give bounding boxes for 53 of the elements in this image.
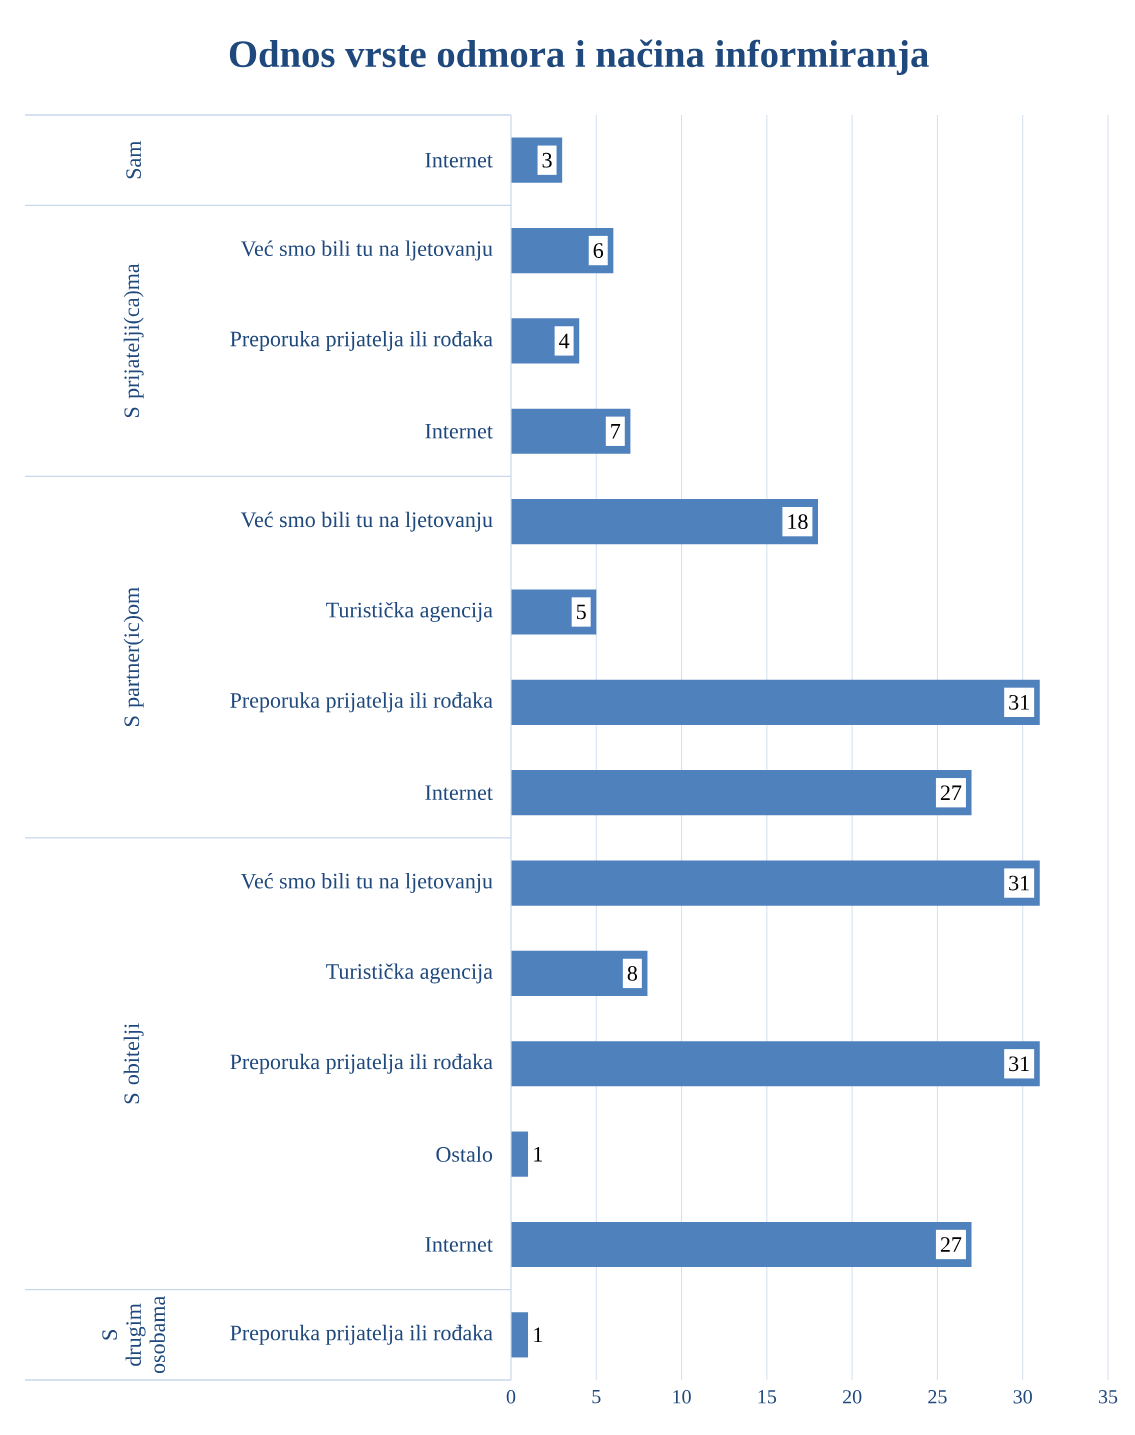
data-label: 1: [534, 1146, 542, 1162]
bar: [510, 1041, 1040, 1087]
y-tick-label: Preporuka prijatelja ili rođaka: [230, 1053, 493, 1074]
y-tick-label: Turistička agencija: [326, 963, 493, 984]
data-label: 1: [534, 1327, 542, 1343]
y-tick-label: Preporuka prijatelja ili rođaka: [230, 692, 493, 713]
text: S obitelji: [123, 1023, 144, 1104]
bar: [510, 227, 614, 274]
text: S partner(ic)om: [123, 587, 144, 726]
bar: [510, 1131, 529, 1177]
x-tick-label: 5: [592, 1390, 601, 1404]
y-tick-label: Internet: [425, 423, 493, 439]
data-label: 7: [611, 424, 621, 439]
y-tick-label: Internet: [425, 152, 493, 168]
y-tick-label: Već smo bili tu na ljetovanju: [240, 511, 493, 532]
y-tick-label: Već smo bili tu na ljetovanju: [240, 240, 493, 261]
data-label: 31: [1009, 875, 1029, 891]
bar: [510, 499, 819, 545]
data-label: 31: [1009, 1056, 1029, 1072]
x-tick-label: 35: [1098, 1390, 1118, 1404]
data-label: 5: [576, 604, 586, 620]
data-label: 18: [788, 514, 808, 530]
y-tick-label: Turistička agencija: [326, 601, 493, 623]
data-label: 27: [940, 1237, 962, 1252]
bar: [510, 679, 1040, 725]
y-tick-label: Već smo bili tu na ljetovanju: [240, 873, 493, 894]
bar: [510, 860, 1040, 906]
y-tick-label: Ostalo: [436, 1146, 493, 1162]
bar: [510, 1221, 972, 1268]
x-tick-label: 30: [1013, 1390, 1032, 1404]
x-tick-label: 15: [758, 1390, 777, 1404]
x-tick-label: 10: [673, 1390, 691, 1404]
data-label: 3: [542, 152, 552, 168]
bar: [510, 770, 972, 816]
chart-title: Odnos vrste odmora i načina informiranja: [229, 39, 929, 76]
bar: [510, 1312, 529, 1358]
data-label: 27: [940, 785, 962, 800]
data-label: 6: [593, 243, 604, 258]
y-tick-label: Preporuka prijatelja ili rođaka: [230, 1324, 493, 1345]
data-label: 4: [559, 333, 570, 349]
x-tick-label: 20: [843, 1390, 862, 1404]
x-tick-label: 25: [928, 1390, 947, 1404]
y-tick-label: Internet: [425, 1237, 493, 1252]
data-label: 31: [1009, 694, 1029, 710]
text: S prijatelji(ca)ma: [123, 263, 144, 418]
bar: [510, 408, 631, 454]
data-label: 8: [627, 965, 638, 981]
bar: [510, 950, 648, 997]
text: S drugim osobama: [102, 1296, 166, 1374]
x-tick-label: 0: [506, 1390, 516, 1404]
y-tick-label: Preporuka prijatelja ili rođaka: [230, 330, 493, 351]
y-tick-label: Internet: [425, 785, 493, 801]
text: Sam: [126, 140, 142, 179]
